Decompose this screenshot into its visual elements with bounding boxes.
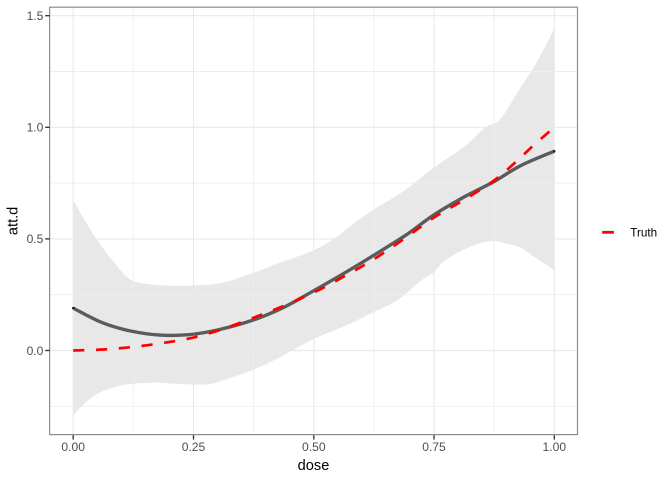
- svg-text:1.5: 1.5: [27, 9, 44, 23]
- svg-text:0.75: 0.75: [422, 440, 446, 454]
- svg-text:Truth: Truth: [630, 226, 657, 239]
- svg-text:1.00: 1.00: [543, 440, 567, 454]
- svg-text:att.d: att.d: [6, 207, 22, 235]
- svg-text:0.5: 0.5: [27, 232, 44, 246]
- svg-text:0.0: 0.0: [27, 344, 44, 358]
- svg-text:1.0: 1.0: [27, 121, 44, 135]
- svg-text:0.25: 0.25: [182, 440, 206, 454]
- svg-text:dose: dose: [298, 458, 330, 474]
- svg-text:0.50: 0.50: [302, 440, 326, 454]
- svg-text:0.00: 0.00: [61, 440, 85, 454]
